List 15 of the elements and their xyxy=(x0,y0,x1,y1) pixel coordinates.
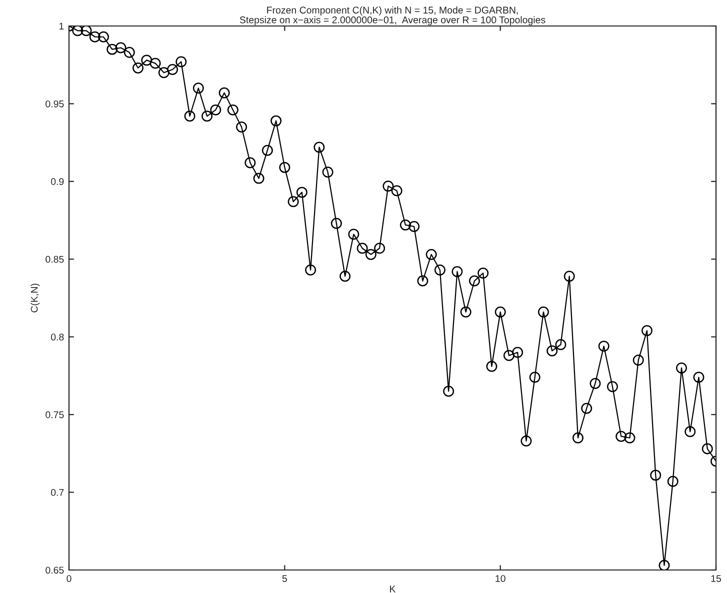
y-tick-label: 0.9 xyxy=(51,178,64,186)
x-tick-label: 5 xyxy=(282,575,287,582)
x-tick-label: 10 xyxy=(496,575,506,582)
y-tick-label: 0.75 xyxy=(46,411,64,418)
x-tick-label: 15 xyxy=(711,575,721,582)
y-tick-label: 0.95 xyxy=(46,100,64,108)
y-tick-label: 0.8 xyxy=(51,334,64,340)
y-tick-label: 1 xyxy=(59,22,64,30)
x-axis-title: K xyxy=(390,586,396,592)
y-tick-label: 0.65 xyxy=(46,566,64,574)
x-tick-label: 0 xyxy=(66,575,72,582)
y-tick-label: 0.85 xyxy=(46,256,64,263)
y-axis-title: C(K,N) xyxy=(30,284,40,312)
y-tick-label: 0.7 xyxy=(51,489,64,496)
chart-title: Frozen Component C(N,K) with N = 15, Mode = DGARBN, Stepsize on x−axis = 2.000000e−01, Average over R = 100 Topologies xyxy=(240,6,546,26)
